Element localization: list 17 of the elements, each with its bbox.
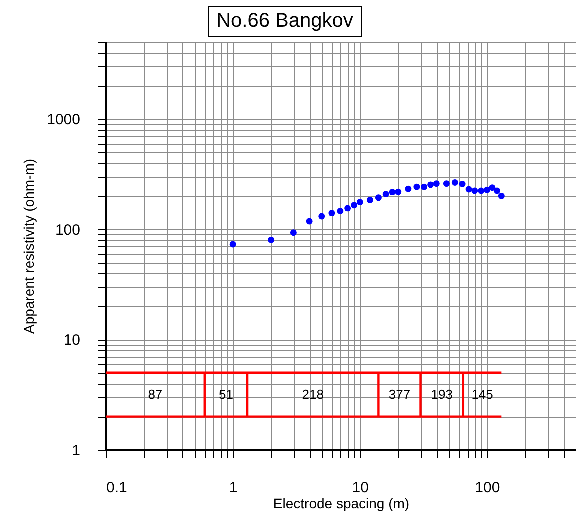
annotation: 145	[472, 386, 494, 402]
annotation: 51	[218, 386, 234, 402]
annotation: 377	[388, 386, 411, 402]
y-axis-title: Apparent resistivity (ohm-m)	[21, 158, 38, 334]
annotation: 87	[148, 386, 163, 402]
chart-title: No.66 Bangkov	[208, 6, 362, 37]
y-tick-label: 10	[64, 332, 80, 350]
annotation: 193	[431, 386, 453, 402]
y-tick-label: 1000	[47, 112, 80, 129]
y-tick-label: 100	[55, 222, 80, 239]
y-tick-label: 1	[72, 442, 80, 460]
x-tick-label: 10	[352, 480, 369, 496]
x-tick-label: 100	[475, 480, 500, 496]
annotation: 218	[302, 386, 324, 402]
x-tick-label: 1	[229, 480, 238, 496]
x-tick-label: 0.1	[106, 480, 128, 496]
x-axis-title: Electrode spacing (m)	[273, 496, 410, 512]
